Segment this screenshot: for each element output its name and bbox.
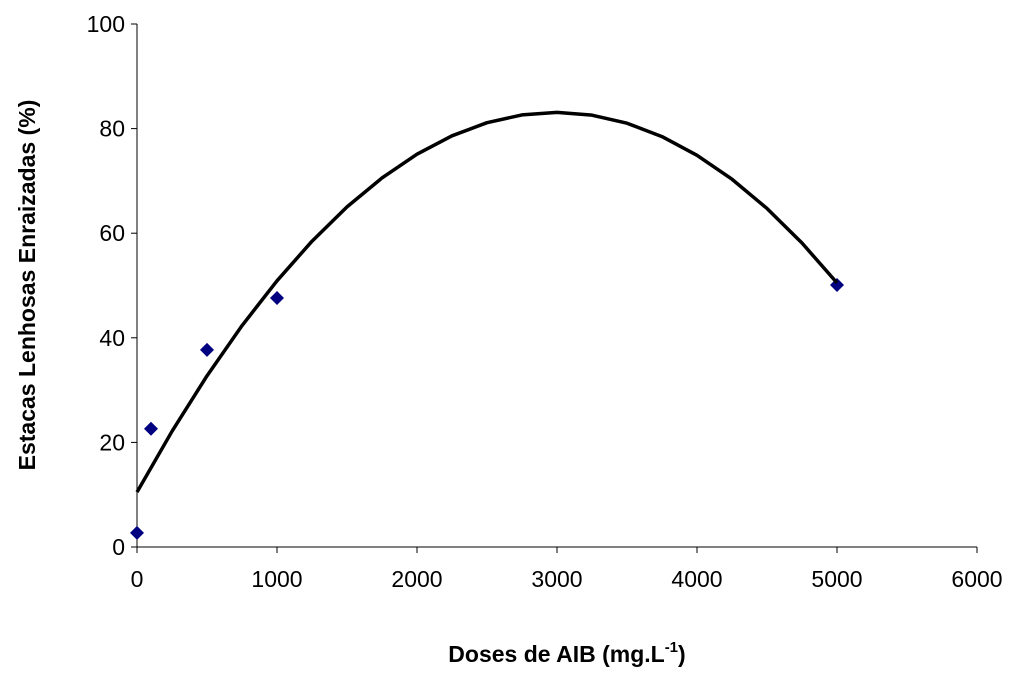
x-tick-label: 4000 xyxy=(671,566,722,592)
y-tick-label: 20 xyxy=(99,429,125,455)
y-axis-label: Estacas Lenhosas Enraizadas (%) xyxy=(14,100,40,471)
x-label-text: Doses de AIB (mg.L xyxy=(448,641,664,667)
x-axis-label: Doses de AIB (mg.L-1) xyxy=(448,639,685,667)
y-tick-label: 60 xyxy=(99,220,125,246)
trend-line xyxy=(135,110,839,493)
x-label-end: ) xyxy=(678,641,686,667)
x-tick-label: 6000 xyxy=(951,566,1002,592)
y-tick-label: 100 xyxy=(87,11,125,37)
y-tick-label: 0 xyxy=(112,534,125,560)
x-tick-label: 2000 xyxy=(391,566,442,592)
data-point xyxy=(144,421,158,436)
x-tick-label: 1000 xyxy=(251,566,302,592)
x-tick-label: 0 xyxy=(131,566,144,592)
x-label-sup: -1 xyxy=(665,639,678,656)
data-point xyxy=(270,291,284,306)
data-point xyxy=(130,525,144,540)
y-tick-label: 40 xyxy=(99,325,125,351)
data-point xyxy=(830,277,844,292)
y-tick-label: 80 xyxy=(99,116,125,142)
x-tick-label: 5000 xyxy=(811,566,862,592)
x-tick-label: 3000 xyxy=(531,566,582,592)
data-point xyxy=(200,342,214,357)
